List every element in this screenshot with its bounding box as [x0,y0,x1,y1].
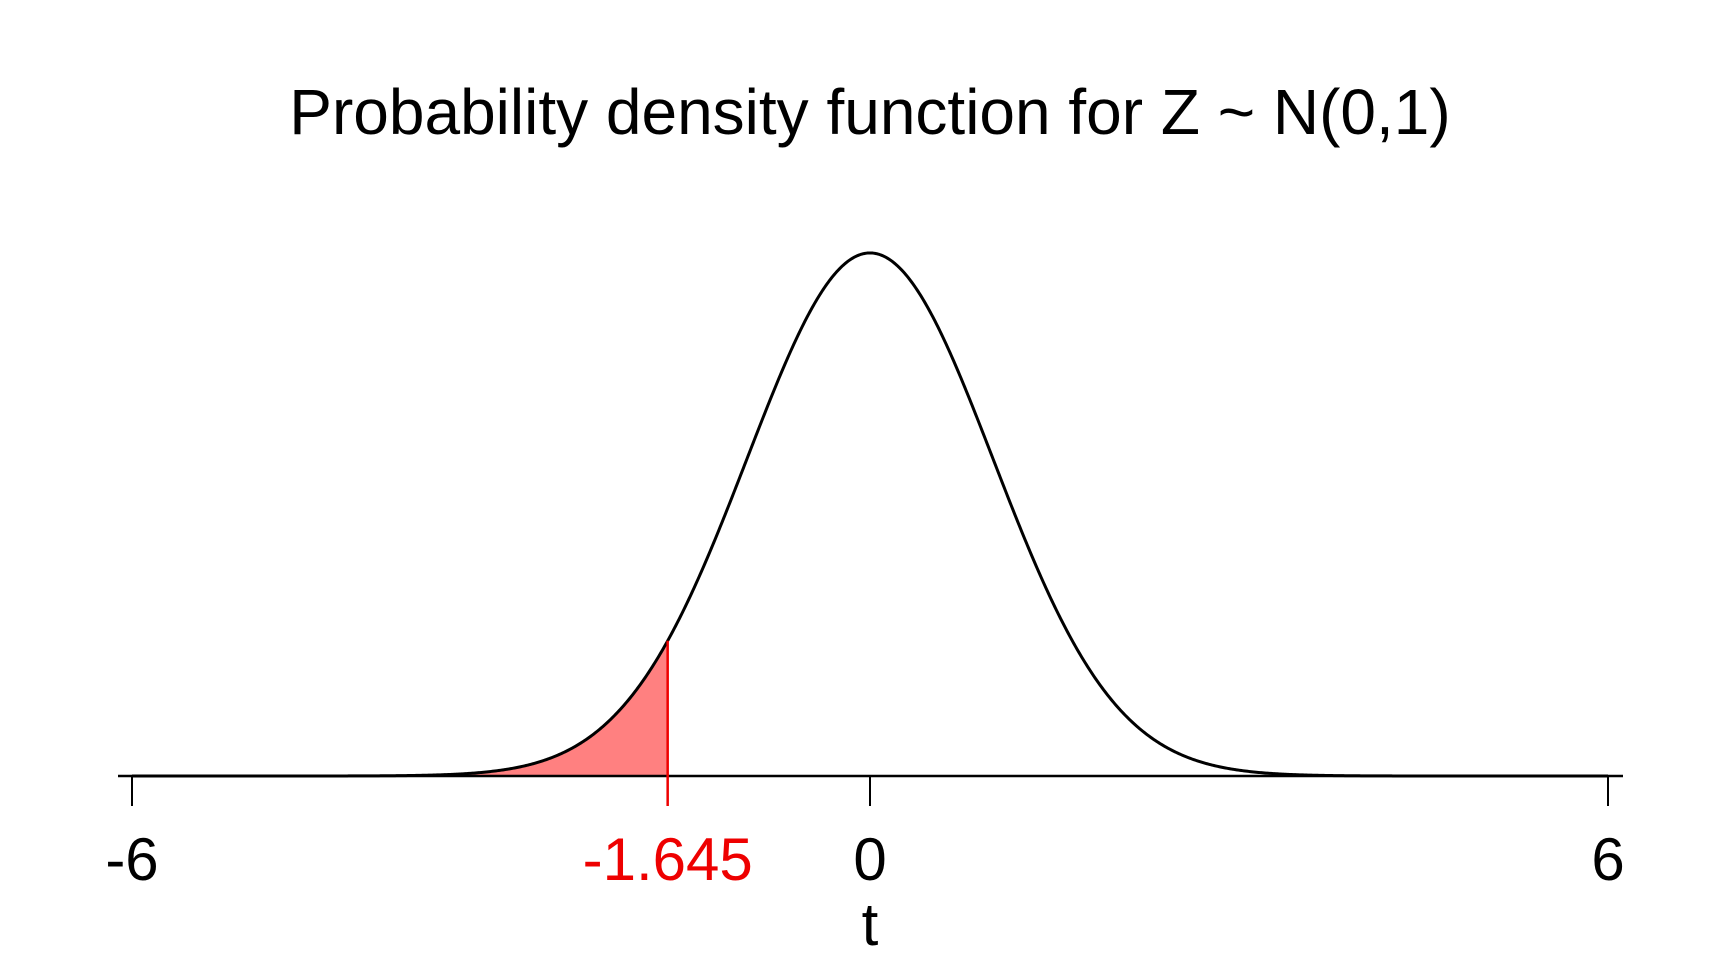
plot-area: -6 0 6 -1.645 [105,251,1625,893]
critical-value-label: -1.645 [583,826,753,893]
x-tick-label: -6 [105,826,158,893]
shaded-tail-area [132,640,668,776]
x-tick-label: 0 [853,826,886,893]
density-curve [131,251,1609,778]
x-axis-label: t [862,891,879,958]
x-tick-label: 6 [1591,826,1624,893]
chart-title: Probability density function for Z ~ N(0… [289,76,1450,148]
